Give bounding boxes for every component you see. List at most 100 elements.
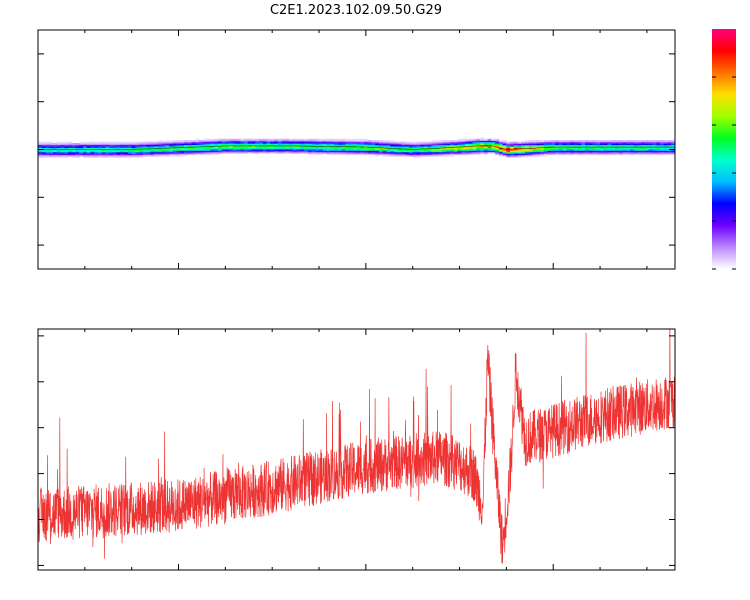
spectrogram-cell <box>465 151 470 154</box>
spectrogram-cell <box>221 145 226 148</box>
spectrogram-cell <box>105 153 110 156</box>
spectrogram-cell <box>626 147 631 150</box>
spectrogram-cell <box>341 141 346 144</box>
spectrogram-cell <box>412 141 418 144</box>
spectrogram-cell <box>393 154 399 157</box>
spectrogram-cell <box>450 140 455 143</box>
spectrogram-cell <box>495 150 500 153</box>
spectrogram-cell <box>232 148 238 151</box>
spectrogram-cell <box>517 148 522 151</box>
spectrogram-cell <box>330 147 335 150</box>
spectrogram-cell <box>154 150 159 153</box>
spectrogram-cell <box>618 148 624 151</box>
spectrogram-cell <box>109 153 114 156</box>
spectrogram-cell <box>139 143 144 146</box>
spectrogram-cell <box>543 153 549 156</box>
spectrogram-cell <box>199 151 204 154</box>
spectrogram-cell <box>480 145 485 148</box>
spectrogram-cell <box>225 150 230 153</box>
spectrogram-cell <box>225 141 230 144</box>
spectrogram-cell <box>262 151 268 154</box>
spectrogram-cell <box>588 140 594 143</box>
spectrogram-cell <box>180 151 185 154</box>
spectrogram-cell <box>229 138 234 141</box>
spectrogram-cell <box>345 141 350 144</box>
spectrogram-cell <box>255 150 260 153</box>
spectrogram-cell <box>547 144 552 147</box>
spectrogram-cell <box>232 138 238 141</box>
spectrogram-cell <box>581 150 586 153</box>
spectrogram-cell <box>195 140 200 143</box>
spectrogram-cell <box>281 141 286 144</box>
spectrogram-cell <box>315 147 320 150</box>
spectrogram-cell <box>337 150 343 153</box>
spectrogram-cell <box>229 141 234 144</box>
spectrogram-cell <box>139 145 144 148</box>
spectrogram-cell <box>626 150 631 153</box>
spectrogram-cell <box>378 148 384 151</box>
spectrogram-cell <box>67 145 73 148</box>
spectrogram-cell <box>184 151 189 154</box>
spectrogram-cell <box>465 138 470 141</box>
spectrogram-cell <box>124 155 129 158</box>
spectrogram-cell <box>277 147 283 150</box>
spectrogram-cell <box>195 150 200 153</box>
spectrogram-cell <box>446 143 451 146</box>
spectrogram-cell <box>416 153 421 156</box>
spectrogram-cell <box>311 148 316 151</box>
spectrogram-cell <box>528 144 534 147</box>
spectrogram-cell <box>90 153 95 156</box>
spectrogram-cell <box>356 138 361 141</box>
spectrogram-cell <box>116 154 122 157</box>
spectrogram-cell <box>266 151 271 154</box>
spectrogram-cell <box>251 143 256 146</box>
spectrogram-cell <box>296 151 301 154</box>
spectrogram-cell <box>656 143 661 146</box>
spectrogram-cell <box>510 151 515 154</box>
spectrogram-cell <box>652 140 657 143</box>
spectrogram-cell <box>154 141 159 144</box>
spectrogram-cell <box>232 145 238 148</box>
spectrogram-cell <box>206 140 211 143</box>
spectrogram-cell <box>330 144 335 147</box>
spectrogram-cell <box>506 155 511 158</box>
spectrogram-cell <box>97 141 103 144</box>
spectrogram-cell <box>648 143 654 146</box>
spectrogram-cell <box>94 144 99 147</box>
spectrogram-cell <box>112 155 118 158</box>
spectrogram-cell <box>386 145 391 148</box>
spectrogram-cell <box>79 151 84 154</box>
spectrogram-cell <box>588 141 594 144</box>
spectrogram-cell <box>97 151 103 154</box>
spectrogram-cell <box>79 145 84 148</box>
spectrogram-cell <box>281 151 286 154</box>
spectrogram-cell <box>52 144 58 147</box>
spectrogram-cell <box>573 153 579 156</box>
spectrogram-cell <box>120 143 125 146</box>
spectrogram-cell <box>367 147 373 150</box>
spectrogram-cell <box>210 141 215 144</box>
spectrogram-cell <box>588 147 594 150</box>
spectrogram-cell <box>292 145 298 148</box>
spectrogram-cell <box>656 147 661 150</box>
spectrogram-cell <box>127 155 133 158</box>
spectrogram-cell <box>315 151 320 154</box>
spectrogram-cell <box>633 150 639 153</box>
spectrogram-cell <box>630 147 635 150</box>
spectrogram-cell <box>300 138 305 141</box>
spectrogram-cell <box>468 141 474 144</box>
spectrogram-cell <box>277 141 283 144</box>
spectrogram-cell <box>146 150 152 153</box>
spectrogram-cell <box>86 141 92 144</box>
spectrogram-cell <box>82 144 88 147</box>
spectrogram-cell <box>315 153 320 156</box>
spectrogram-cell <box>274 150 279 153</box>
spectrogram-cell <box>611 144 616 147</box>
spectrogram-cell <box>581 140 586 143</box>
spectrogram-cell <box>154 154 159 157</box>
spectrogram-cell <box>349 151 354 154</box>
spectrogram-cell <box>633 153 639 156</box>
spectrogram-cell <box>435 153 440 156</box>
spectrogram-cell <box>180 150 185 153</box>
spectrogram-cell <box>397 144 403 147</box>
